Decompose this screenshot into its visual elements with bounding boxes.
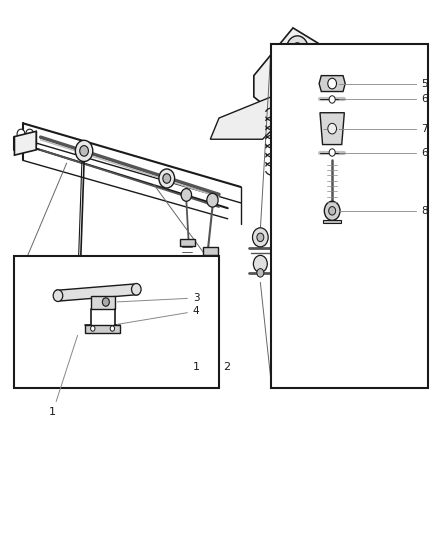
- Text: 5: 5: [421, 78, 428, 88]
- Circle shape: [329, 149, 335, 156]
- Circle shape: [204, 281, 217, 297]
- Circle shape: [75, 140, 93, 161]
- Circle shape: [74, 292, 84, 305]
- Bar: [271, 44, 428, 389]
- Circle shape: [292, 43, 303, 55]
- Circle shape: [328, 78, 336, 89]
- Circle shape: [26, 129, 34, 139]
- Text: 2: 2: [223, 362, 230, 372]
- Bar: [14, 256, 219, 389]
- Text: 6: 6: [421, 148, 428, 158]
- Text: 7: 7: [421, 124, 428, 134]
- Polygon shape: [56, 284, 138, 301]
- Polygon shape: [320, 113, 344, 144]
- Text: 3: 3: [117, 293, 200, 303]
- Text: 1: 1: [49, 335, 78, 417]
- Circle shape: [207, 193, 218, 207]
- Polygon shape: [210, 97, 284, 139]
- Polygon shape: [180, 239, 195, 246]
- Polygon shape: [319, 76, 345, 92]
- Circle shape: [286, 36, 308, 62]
- Circle shape: [257, 269, 264, 277]
- Circle shape: [181, 189, 191, 201]
- Circle shape: [17, 129, 25, 139]
- Text: 4: 4: [117, 306, 200, 325]
- Polygon shape: [203, 247, 218, 255]
- Circle shape: [183, 269, 193, 282]
- Circle shape: [329, 96, 335, 103]
- Circle shape: [80, 146, 88, 156]
- Circle shape: [328, 123, 336, 134]
- Circle shape: [91, 326, 95, 331]
- Circle shape: [324, 201, 340, 220]
- Polygon shape: [14, 131, 36, 155]
- Polygon shape: [85, 325, 120, 333]
- Polygon shape: [323, 220, 341, 223]
- Circle shape: [131, 284, 141, 295]
- Circle shape: [257, 233, 264, 241]
- Circle shape: [53, 290, 63, 302]
- Text: 6: 6: [421, 94, 428, 104]
- Circle shape: [253, 255, 267, 272]
- Text: 1: 1: [193, 362, 200, 372]
- Polygon shape: [254, 28, 319, 118]
- Circle shape: [253, 228, 268, 247]
- Circle shape: [163, 174, 171, 183]
- Text: 8: 8: [421, 206, 428, 216]
- Circle shape: [328, 207, 336, 215]
- Circle shape: [110, 326, 115, 331]
- Bar: [91, 296, 115, 309]
- Circle shape: [73, 319, 82, 330]
- Circle shape: [102, 298, 110, 306]
- Circle shape: [159, 169, 175, 188]
